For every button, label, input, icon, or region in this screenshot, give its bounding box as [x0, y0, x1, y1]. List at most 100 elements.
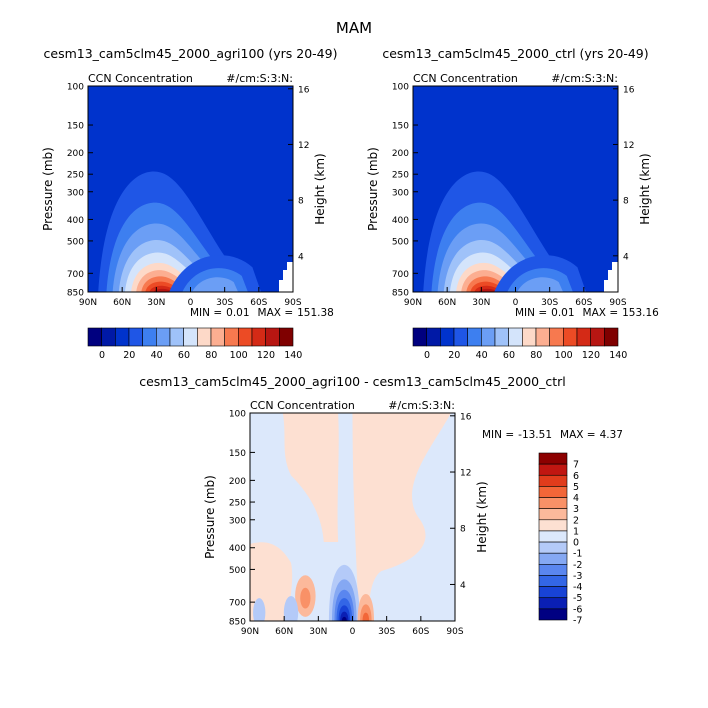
stat-min-label: MIN = — [190, 307, 222, 319]
colorbar-swatch — [142, 327, 157, 347]
colorbar-label: 60 — [503, 350, 515, 361]
colorbar-label: 3 — [573, 504, 579, 515]
stat-max-label: MAX = — [258, 307, 294, 319]
y-tick-label: 500 — [229, 566, 246, 576]
x-tick-label: 90S — [609, 298, 626, 308]
panel-title: cesm13_cam5clm45_2000_ctrl (yrs 20-49) — [382, 46, 648, 61]
units-label: #/cm:S:3:N: — [388, 399, 455, 412]
colorbar-swatch — [590, 327, 605, 347]
y-axis-label: Pressure (mb) — [203, 475, 217, 559]
colorbar-swatch — [538, 552, 568, 565]
y-right-tick-label: 4 — [298, 252, 304, 262]
colorbar-swatch — [279, 327, 294, 347]
x-tick-label: 30N — [472, 298, 490, 308]
x-tick-label: 60S — [575, 298, 592, 308]
colorbar-swatch — [538, 519, 568, 532]
y-tick-label: 500 — [67, 237, 84, 247]
y-right-tick-label: 16 — [460, 412, 472, 422]
y-tick-label: 300 — [392, 188, 409, 198]
y-tick-label: 100 — [392, 83, 409, 93]
contour-field — [88, 86, 293, 292]
stat-min: 0.01 — [226, 307, 249, 319]
colorbar-swatch — [87, 327, 102, 347]
y-tick-label: 300 — [229, 516, 246, 526]
y-right-tick-label: 12 — [298, 141, 309, 151]
stat-max-label: MAX = — [560, 429, 596, 441]
colorbar-swatch — [538, 575, 568, 587]
y-right-tick-label: 8 — [298, 197, 304, 207]
colorbar-swatch — [210, 327, 225, 347]
colorbar-swatch — [538, 597, 568, 610]
colorbar-label: 4 — [573, 493, 579, 504]
y-right-tick-label: 12 — [460, 469, 471, 479]
colorbar-swatch — [224, 327, 239, 347]
variable-label: CCN Concentration — [413, 72, 518, 85]
colorbar-swatch — [538, 452, 568, 465]
x-tick-label: 0 — [513, 298, 519, 308]
y-tick-label: 500 — [392, 237, 409, 247]
y-axis-label: Pressure (mb) — [41, 147, 55, 231]
colorbar-label: -3 — [573, 571, 582, 582]
colorbar-swatch — [535, 327, 550, 347]
colorbar-swatch — [508, 327, 523, 347]
colorbar-swatch — [538, 508, 568, 521]
colorbar-swatch — [549, 327, 564, 347]
colorbar-label: 100 — [230, 350, 248, 361]
x-tick-label: 0 — [188, 298, 194, 308]
min-max-stats: MIN = 0.01 MAX = 153.16 — [515, 307, 659, 319]
colorbar-swatch — [440, 327, 455, 347]
y-tick-label: 150 — [229, 449, 246, 459]
colorbar-swatch — [115, 327, 130, 347]
x-tick-label: 0 — [350, 627, 356, 637]
colorbar-swatch — [169, 327, 184, 347]
y-tick-label: 200 — [392, 149, 409, 159]
colorbar-label: 6 — [573, 471, 579, 482]
x-tick-label: 30S — [216, 298, 233, 308]
colorbar-swatch — [494, 327, 509, 347]
colorbar-label: 60 — [178, 350, 190, 361]
x-tick-label: 30N — [147, 298, 165, 308]
colorbar-swatch — [538, 486, 568, 498]
colorbar-label: 40 — [476, 350, 488, 361]
variable-label: CCN Concentration — [250, 399, 355, 412]
colorbar-swatch — [576, 327, 591, 347]
colorbar-label: -6 — [573, 604, 582, 615]
x-tick-label: 60S — [250, 298, 267, 308]
colorbar-label: 120 — [582, 350, 600, 361]
x-tick-label: 30S — [378, 627, 395, 637]
colorbar-label: 2 — [573, 515, 579, 526]
y-tick-label: 100 — [67, 83, 84, 93]
y-right-tick-label: 12 — [623, 141, 634, 151]
colorbar-swatch — [538, 497, 568, 509]
y-tick-label: 850 — [392, 289, 409, 299]
stat-min: 0.01 — [551, 307, 574, 319]
y-right-axis-label: Height (km) — [638, 153, 652, 224]
y-tick-label: 250 — [229, 499, 246, 509]
colorbar-label: -2 — [573, 560, 582, 571]
stat-min: -13.51 — [518, 429, 552, 441]
units-label: #/cm:S:3:N: — [551, 72, 618, 85]
colorbar: 0 20 40 60 80 100 120 140 — [412, 327, 627, 361]
colorbar-swatch — [538, 463, 568, 476]
x-tick-label: 30N — [309, 627, 327, 637]
stat-min-label: MIN = — [482, 429, 514, 441]
axes: 100 150 200 250 300 400 500 700 850 16 12 8 4 90N 60N 3… — [203, 399, 489, 637]
colorbar-swatch — [265, 327, 280, 347]
colorbar-swatch — [101, 327, 116, 347]
stat-max: 4.37 — [600, 429, 623, 441]
y-tick-label: 850 — [67, 289, 84, 299]
colorbar-label: 100 — [555, 350, 573, 361]
colorbar-label: 0 — [99, 350, 105, 361]
colorbar-swatch — [604, 327, 619, 347]
y-right-axis-label: Height (km) — [475, 481, 489, 552]
units-label: #/cm:S:3:N: — [226, 72, 293, 85]
colorbar-label: 80 — [530, 350, 542, 361]
colorbar-label: 40 — [151, 350, 163, 361]
x-tick-label: 60N — [113, 298, 131, 308]
y-tick-label: 150 — [392, 122, 409, 132]
colorbar-swatch — [538, 474, 568, 487]
colorbar-swatch — [453, 327, 468, 347]
colorbar-swatch — [251, 327, 266, 347]
